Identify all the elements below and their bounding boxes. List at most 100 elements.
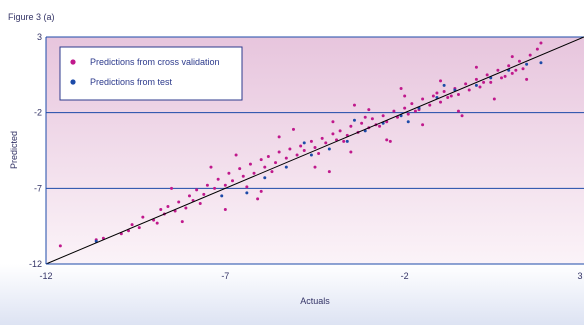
cv-point-109: [482, 80, 486, 84]
cv-point-67: [456, 93, 460, 97]
cv-point-37: [302, 149, 306, 152]
cv-point-89: [349, 150, 353, 154]
cv-point-19: [213, 186, 217, 190]
cv-point-95: [456, 109, 460, 113]
axes: [45, 37, 584, 265]
cv-point-112: [209, 165, 213, 169]
cv-point-68: [464, 82, 468, 86]
test-point-4: [284, 165, 288, 169]
cv-point-104: [317, 152, 321, 156]
cv-point-12: [177, 200, 181, 204]
cv-point-4: [130, 223, 134, 227]
cv-point-90: [367, 108, 371, 112]
cv-point-80: [528, 53, 532, 57]
y-axis-label: Predicted: [9, 131, 19, 169]
y-tick-label-1: -2: [34, 108, 42, 118]
cv-point-36: [299, 144, 303, 148]
cv-point-65: [446, 96, 450, 100]
cv-point-28: [259, 158, 263, 162]
cv-point-25: [241, 174, 245, 178]
cv-point-72: [485, 73, 489, 77]
test-point-5: [309, 153, 313, 157]
cv-point-88: [331, 120, 335, 124]
cv-point-52: [381, 114, 385, 118]
x-tick-label-1: -7: [221, 271, 229, 281]
test-point-17: [525, 62, 529, 66]
tick-labels: -12 -7 -2 3 3 -2 -7 -12: [29, 32, 583, 281]
cv-point-57: [406, 112, 410, 116]
legend-label-cv: Predictions from cross validation: [90, 57, 220, 67]
cv-point-73: [489, 80, 493, 84]
cv-point-26: [248, 162, 252, 166]
cv-point-107: [413, 109, 417, 113]
legend-marker-test: [70, 79, 76, 85]
cv-point-79: [521, 67, 525, 71]
cv-point-111: [234, 153, 238, 157]
cv-point-81: [535, 47, 539, 51]
cv-point-119: [388, 139, 392, 143]
test-point-1: [220, 194, 224, 198]
cv-point-108: [449, 94, 453, 98]
legend-marker-cv: [70, 59, 76, 65]
test-point-21: [442, 83, 446, 87]
cv-point-30: [266, 155, 270, 159]
cv-point-29: [263, 165, 267, 169]
cv-point-117: [256, 197, 260, 201]
cv-point-34: [288, 147, 292, 151]
cv-point-21: [223, 183, 227, 187]
cv-point-8: [159, 208, 163, 212]
cv-point-42: [331, 132, 335, 136]
cv-point-70: [474, 77, 478, 81]
x-axis-label: Actuals: [300, 296, 330, 306]
cv-point-103: [270, 170, 274, 174]
cv-point-76: [507, 64, 511, 68]
cv-point-35: [295, 153, 299, 157]
cv-point-44: [338, 129, 342, 133]
cv-point-124: [503, 74, 507, 78]
cv-point-113: [291, 127, 295, 131]
cv-point-33: [284, 156, 288, 160]
cv-point-32: [277, 150, 281, 154]
cv-point-110: [514, 68, 518, 72]
y-tick-label-3: -12: [29, 259, 42, 269]
cv-point-69: [467, 88, 471, 92]
cv-point-31: [274, 161, 278, 165]
cv-point-93: [421, 123, 425, 127]
cv-point-58: [410, 102, 414, 106]
cv-point-10: [166, 204, 170, 208]
legend: Predictions from cross validation Predic…: [59, 46, 243, 101]
cv-point-106: [378, 124, 382, 128]
cv-point-46: [349, 124, 353, 128]
cv-point-16: [195, 188, 199, 192]
cv-point-41: [324, 141, 328, 145]
cv-point-77: [510, 71, 514, 75]
cv-point-6: [141, 215, 145, 219]
cv-point-87: [313, 165, 317, 169]
cv-point-0: [58, 244, 62, 248]
cv-point-63: [439, 100, 443, 104]
footer-band: [0, 264, 584, 325]
test-point-14: [474, 83, 478, 87]
cv-point-61: [428, 103, 432, 107]
cv-point-84: [223, 208, 227, 212]
cv-point-118: [327, 170, 331, 174]
test-point-2: [245, 191, 249, 195]
cv-point-38: [309, 139, 313, 143]
cv-point-50: [370, 117, 374, 121]
cv-point-54: [392, 109, 396, 113]
test-point-19: [352, 118, 356, 122]
test-point-7: [345, 139, 349, 143]
cv-point-120: [460, 114, 464, 118]
cv-point-105: [342, 139, 346, 143]
cv-point-96: [474, 65, 478, 69]
test-point-18: [539, 61, 543, 65]
cv-point-91: [385, 138, 389, 142]
cv-point-22: [227, 171, 231, 175]
cv-point-100: [155, 221, 159, 225]
cv-point-23: [231, 179, 235, 183]
cv-point-121: [525, 77, 529, 81]
cv-point-101: [198, 201, 202, 205]
cv-point-62: [431, 94, 435, 98]
reference-line: [45, 36, 584, 265]
